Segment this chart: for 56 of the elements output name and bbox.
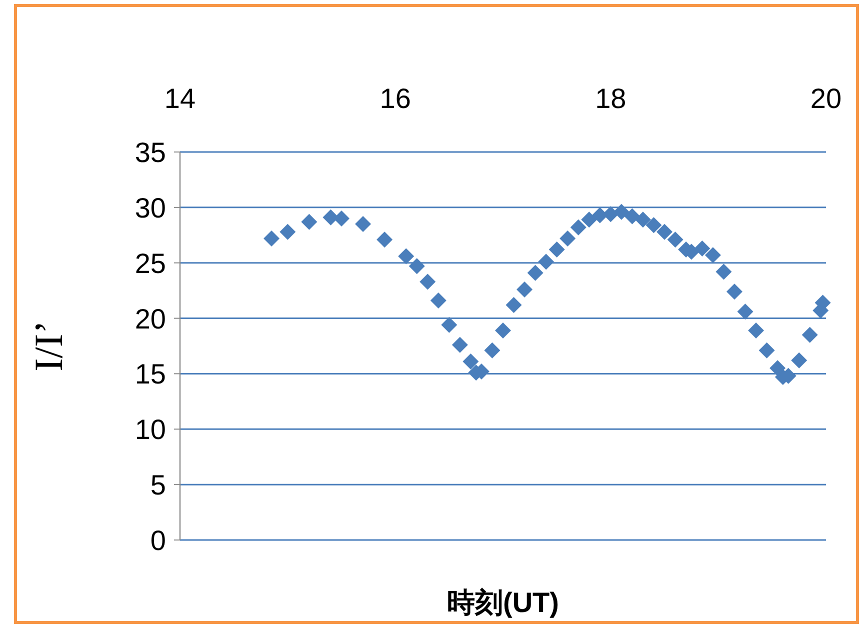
- point: [334, 210, 350, 227]
- point: [646, 217, 662, 234]
- point: [748, 322, 764, 338]
- point: [570, 219, 586, 236]
- point: [495, 322, 511, 338]
- point: [634, 212, 651, 228]
- point: [376, 232, 393, 248]
- point: [527, 264, 544, 281]
- point: [322, 209, 339, 226]
- point: [398, 248, 414, 264]
- point: [667, 232, 684, 248]
- point: [560, 230, 576, 246]
- x-axis-title: 時刻(UT): [447, 587, 559, 618]
- point: [538, 254, 554, 270]
- y-tick-label: 5: [150, 470, 166, 501]
- point: [624, 208, 640, 224]
- point: [737, 304, 754, 320]
- point: [548, 242, 565, 258]
- point: [408, 258, 425, 274]
- point: [791, 352, 808, 368]
- y-tick-label: 30: [134, 192, 166, 224]
- y-tick-label: 15: [134, 358, 166, 390]
- y-tick-label: 0: [150, 525, 166, 556]
- point: [802, 326, 818, 343]
- point: [516, 281, 533, 298]
- point: [462, 354, 479, 370]
- point: [758, 342, 775, 358]
- point: [704, 247, 721, 264]
- point: [656, 224, 672, 240]
- point: [264, 230, 280, 246]
- point: [716, 264, 732, 280]
- point: [770, 360, 786, 376]
- point: [726, 284, 742, 300]
- point: [430, 292, 446, 309]
- point: [613, 204, 630, 220]
- point: [581, 212, 598, 228]
- point: [592, 207, 608, 224]
- x-tick-label: 20: [810, 83, 842, 114]
- x-tick-label: 16: [380, 83, 411, 114]
- y-tick-label: 10: [134, 414, 166, 446]
- point: [301, 214, 318, 230]
- point: [441, 316, 458, 333]
- point: [280, 224, 296, 240]
- point: [355, 216, 372, 232]
- point: [420, 274, 436, 290]
- y-tick-label: 20: [134, 303, 166, 334]
- point: [602, 206, 619, 222]
- x-tick-label: 18: [595, 83, 626, 114]
- point: [506, 296, 522, 313]
- x-tick-label: 14: [164, 83, 196, 114]
- y-tick-label: 25: [134, 248, 166, 279]
- point: [694, 240, 710, 256]
- point: [484, 342, 500, 358]
- y-tick-label: 35: [134, 137, 166, 168]
- point: [452, 336, 468, 353]
- y-axis-title: I/I’: [26, 320, 71, 372]
